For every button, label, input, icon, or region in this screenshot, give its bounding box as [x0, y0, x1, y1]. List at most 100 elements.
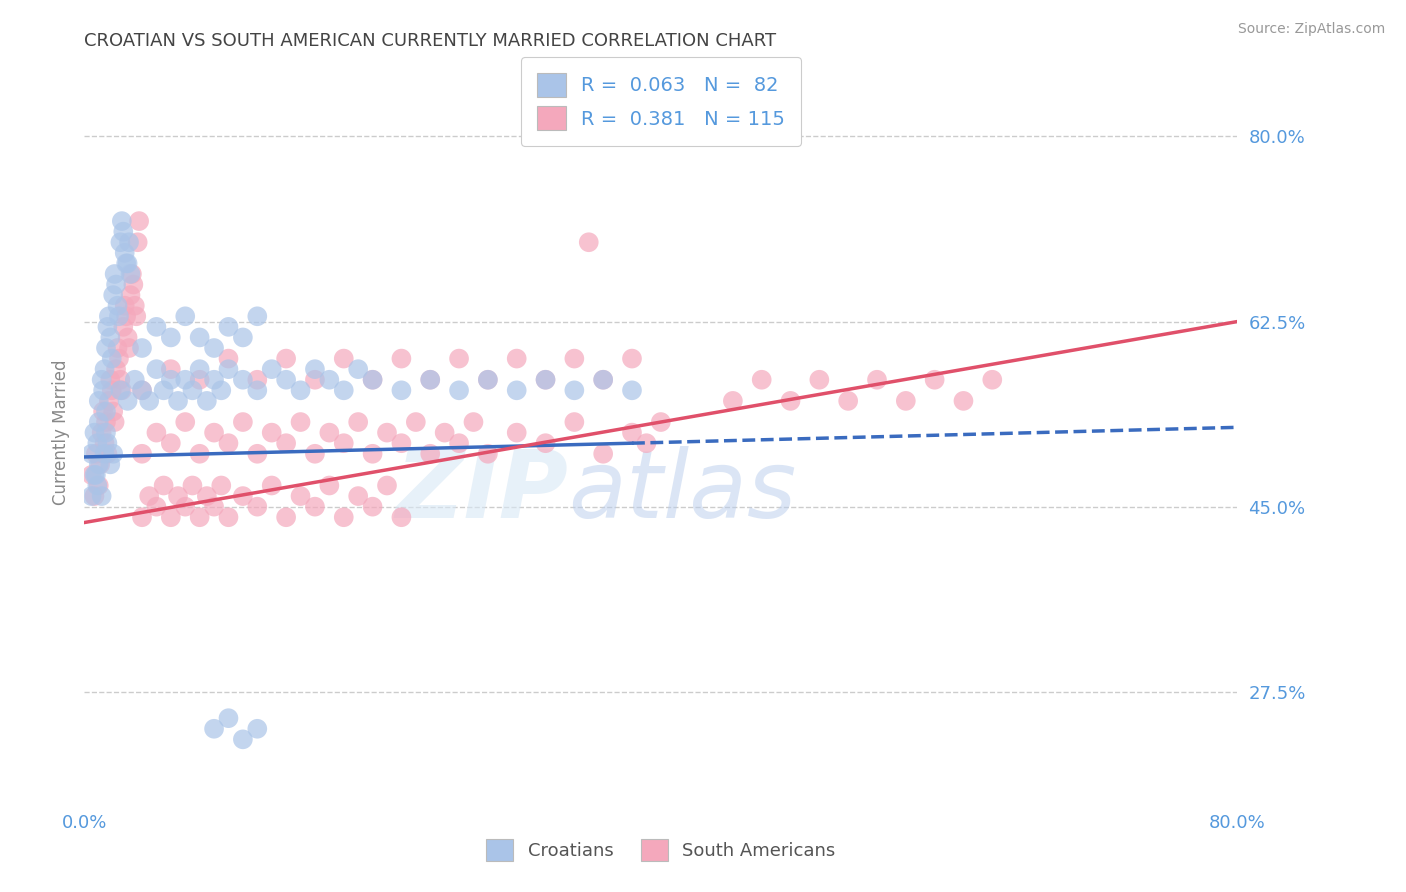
- Point: [110, 384, 132, 398]
- Point: [188, 330, 211, 344]
- Point: [87, 415, 110, 429]
- Point: [534, 373, 557, 387]
- Point: [419, 373, 441, 387]
- Point: [981, 373, 1004, 387]
- Point: [333, 510, 356, 524]
- Point: [80, 467, 103, 482]
- Point: [246, 722, 269, 736]
- Point: [138, 393, 160, 408]
- Point: [506, 384, 529, 398]
- Point: [127, 235, 149, 250]
- Point: [433, 425, 456, 440]
- Point: [304, 373, 326, 387]
- Point: [276, 510, 298, 524]
- Point: [232, 732, 254, 747]
- Point: [924, 373, 946, 387]
- Point: [96, 447, 118, 461]
- Point: [160, 362, 183, 376]
- Point: [449, 436, 471, 450]
- Point: [181, 384, 204, 398]
- Point: [167, 489, 190, 503]
- Point: [218, 362, 240, 376]
- Point: [837, 393, 859, 408]
- Point: [108, 310, 131, 324]
- Point: [232, 415, 254, 429]
- Point: [564, 384, 586, 398]
- Point: [318, 373, 340, 387]
- Point: [131, 341, 153, 355]
- Point: [952, 393, 974, 408]
- Point: [333, 384, 356, 398]
- Point: [218, 711, 240, 725]
- Point: [592, 447, 614, 461]
- Point: [91, 404, 114, 418]
- Point: [564, 415, 586, 429]
- Point: [578, 235, 600, 250]
- Point: [100, 384, 122, 398]
- Point: [83, 489, 105, 503]
- Point: [246, 500, 269, 514]
- Point: [131, 510, 153, 524]
- Point: [145, 425, 167, 440]
- Point: [391, 436, 413, 450]
- Point: [202, 341, 225, 355]
- Point: [347, 489, 370, 503]
- Point: [107, 341, 129, 355]
- Point: [86, 436, 108, 450]
- Point: [111, 384, 134, 398]
- Point: [84, 467, 107, 482]
- Point: [333, 436, 356, 450]
- Point: [246, 384, 269, 398]
- Point: [276, 351, 298, 366]
- Point: [120, 267, 142, 281]
- Point: [209, 478, 232, 492]
- Point: [621, 384, 644, 398]
- Point: [93, 436, 115, 450]
- Point: [260, 362, 283, 376]
- Point: [117, 256, 139, 270]
- Point: [118, 235, 141, 250]
- Point: [122, 277, 145, 292]
- Point: [477, 447, 499, 461]
- Point: [97, 310, 120, 324]
- Point: [131, 384, 153, 398]
- Point: [174, 310, 197, 324]
- Point: [174, 373, 197, 387]
- Text: Source: ZipAtlas.com: Source: ZipAtlas.com: [1237, 22, 1385, 37]
- Point: [347, 362, 370, 376]
- Point: [138, 489, 160, 503]
- Point: [83, 425, 105, 440]
- Point: [721, 393, 744, 408]
- Point: [91, 384, 114, 398]
- Point: [779, 393, 801, 408]
- Point: [361, 500, 384, 514]
- Point: [86, 478, 108, 492]
- Point: [391, 384, 413, 398]
- Point: [160, 510, 183, 524]
- Point: [195, 393, 218, 408]
- Point: [347, 415, 370, 429]
- Point: [145, 500, 167, 514]
- Point: [188, 362, 211, 376]
- Point: [114, 245, 136, 260]
- Point: [90, 425, 112, 440]
- Point: [118, 341, 141, 355]
- Point: [181, 478, 204, 492]
- Point: [105, 362, 128, 376]
- Point: [391, 351, 413, 366]
- Point: [87, 393, 110, 408]
- Point: [246, 373, 269, 387]
- Point: [290, 415, 312, 429]
- Point: [188, 373, 211, 387]
- Point: [592, 373, 614, 387]
- Point: [83, 467, 105, 482]
- Point: [260, 478, 283, 492]
- Point: [160, 330, 183, 344]
- Point: [124, 373, 146, 387]
- Point: [260, 425, 283, 440]
- Point: [506, 425, 529, 440]
- Point: [808, 373, 831, 387]
- Point: [232, 489, 254, 503]
- Point: [94, 341, 117, 355]
- Point: [145, 362, 167, 376]
